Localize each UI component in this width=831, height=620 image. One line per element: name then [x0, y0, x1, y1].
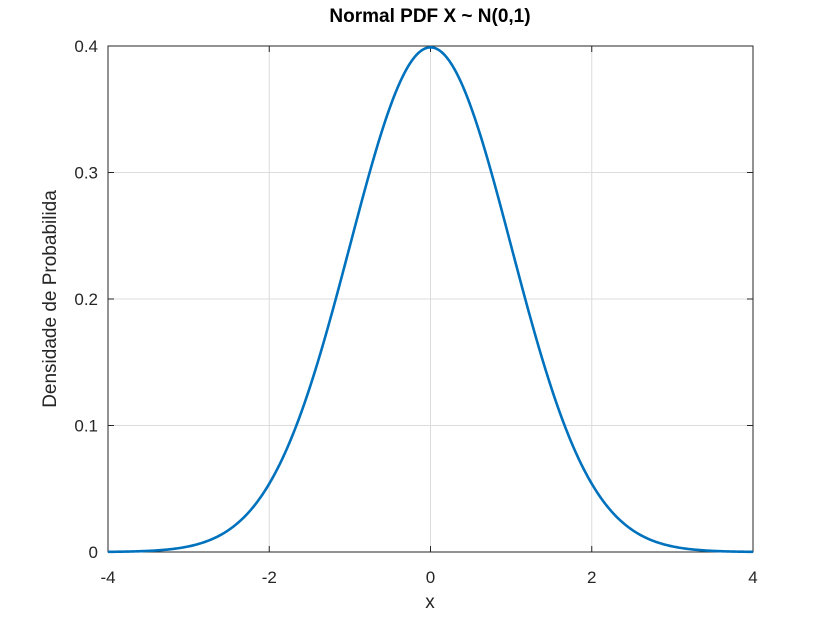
- x-tick-label: -2: [262, 568, 277, 587]
- y-axis-label: Densidade de Probabilida: [40, 190, 61, 408]
- x-tick-label: 0: [426, 568, 435, 587]
- x-tick-labels: -4 -2 0 2 4: [100, 568, 757, 587]
- y-tick-label: 0.1: [74, 417, 98, 436]
- y-tick-label: 0.2: [74, 290, 98, 309]
- y-tick-labels: 0 0.1 0.2 0.3 0.4: [74, 37, 98, 562]
- y-tick-label: 0.4: [74, 37, 98, 56]
- x-axis-label: x: [425, 592, 435, 613]
- y-tick-label: 0.3: [74, 164, 98, 183]
- chart-title: Normal PDF X ~ N(0,1): [329, 6, 530, 27]
- x-tick-label: -4: [100, 568, 115, 587]
- x-tick-label: 2: [587, 568, 596, 587]
- x-tick-label: 4: [748, 568, 757, 587]
- grid-lines: [107, 45, 754, 553]
- y-tick-label: 0: [89, 543, 98, 562]
- pdf-curve: [107, 46, 754, 554]
